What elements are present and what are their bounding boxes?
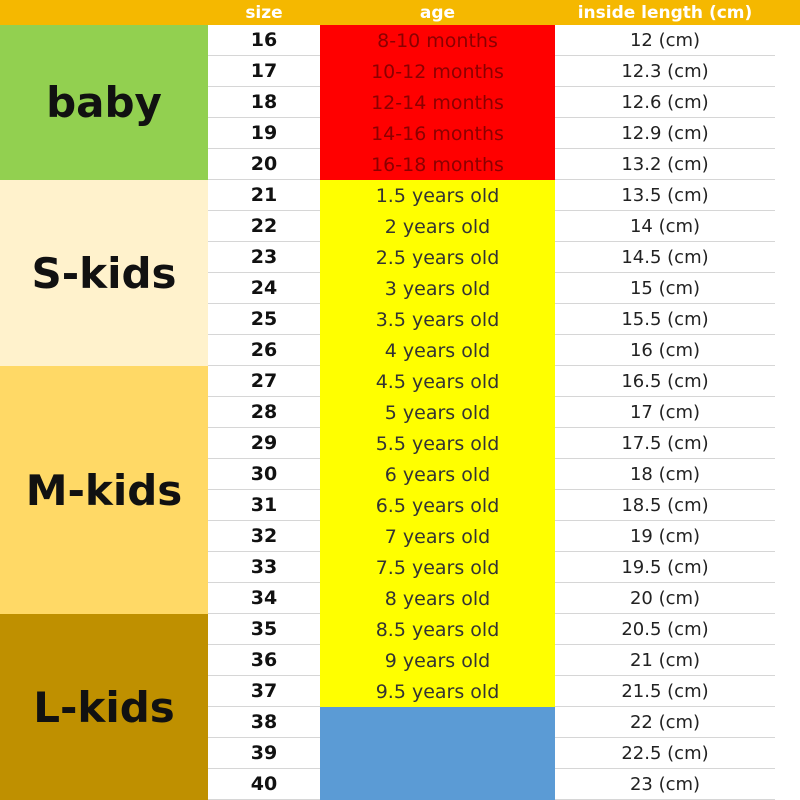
size-cell: 32 [208,521,320,552]
length-cell: 14 (cm) [555,211,775,242]
size-cell: 16 [208,25,320,56]
age-cell: 12-14 months [320,87,555,118]
age-cell: 9.5 years old [320,676,555,707]
length-cell: 16.5 (cm) [555,366,775,397]
size-cell: 33 [208,552,320,583]
length-cell: 15.5 (cm) [555,304,775,335]
age-cell: 8-10 months [320,25,555,56]
age-cell: 7 years old [320,521,555,552]
age-cell: 6.5 years old [320,490,555,521]
size-cell: 26 [208,335,320,366]
age-cell-empty [320,738,555,769]
length-cell: 18 (cm) [555,459,775,490]
size-cell: 38 [208,707,320,738]
size-cell: 24 [208,273,320,304]
group-label: M-kids [0,366,208,614]
age-cell-empty [320,769,555,800]
age-cell: 5 years old [320,397,555,428]
length-cell: 12.3 (cm) [555,56,775,87]
size-cell: 37 [208,676,320,707]
length-cell: 19.5 (cm) [555,552,775,583]
age-cell: 2 years old [320,211,555,242]
length-cell: 21 (cm) [555,645,775,676]
group-label: baby [0,25,208,180]
age-cell: 7.5 years old [320,552,555,583]
length-cell: 21.5 (cm) [555,676,775,707]
header-blank [0,0,208,25]
size-cell: 34 [208,583,320,614]
size-cell: 18 [208,87,320,118]
column-header: size [208,0,320,25]
size-cell: 25 [208,304,320,335]
age-cell: 14-16 months [320,118,555,149]
size-cell: 19 [208,118,320,149]
header-blank [775,0,800,25]
age-cell: 4.5 years old [320,366,555,397]
length-cell: 23 (cm) [555,769,775,800]
length-cell: 20.5 (cm) [555,614,775,645]
length-cell: 22 (cm) [555,707,775,738]
length-cell: 17 (cm) [555,397,775,428]
length-cell: 18.5 (cm) [555,490,775,521]
age-cell: 2.5 years old [320,242,555,273]
size-cell: 21 [208,180,320,211]
age-cell: 3 years old [320,273,555,304]
age-cell: 5.5 years old [320,428,555,459]
length-cell: 12.9 (cm) [555,118,775,149]
age-cell: 8 years old [320,583,555,614]
age-cell: 8.5 years old [320,614,555,645]
length-cell: 12 (cm) [555,25,775,56]
length-cell: 16 (cm) [555,335,775,366]
length-cell: 22.5 (cm) [555,738,775,769]
length-cell: 17.5 (cm) [555,428,775,459]
age-cell: 4 years old [320,335,555,366]
group-label: L-kids [0,614,208,800]
size-cell: 28 [208,397,320,428]
length-cell: 15 (cm) [555,273,775,304]
age-cell: 10-12 months [320,56,555,87]
length-cell: 19 (cm) [555,521,775,552]
length-cell: 13.2 (cm) [555,149,775,180]
size-cell: 31 [208,490,320,521]
size-cell: 35 [208,614,320,645]
age-cell: 9 years old [320,645,555,676]
size-cell: 17 [208,56,320,87]
size-cell: 29 [208,428,320,459]
age-cell: 1.5 years old [320,180,555,211]
size-cell: 23 [208,242,320,273]
length-cell: 13.5 (cm) [555,180,775,211]
column-header: age [320,0,555,25]
length-cell: 12.6 (cm) [555,87,775,118]
size-cell: 22 [208,211,320,242]
length-cell: 14.5 (cm) [555,242,775,273]
age-cell-empty [320,707,555,738]
size-cell: 39 [208,738,320,769]
size-cell: 40 [208,769,320,800]
size-cell: 36 [208,645,320,676]
size-cell: 27 [208,366,320,397]
age-cell: 6 years old [320,459,555,490]
age-cell: 16-18 months [320,149,555,180]
age-cell: 3.5 years old [320,304,555,335]
column-header: inside length (cm) [555,0,775,25]
size-cell: 20 [208,149,320,180]
length-cell: 20 (cm) [555,583,775,614]
group-label: S-kids [0,180,208,366]
size-cell: 30 [208,459,320,490]
